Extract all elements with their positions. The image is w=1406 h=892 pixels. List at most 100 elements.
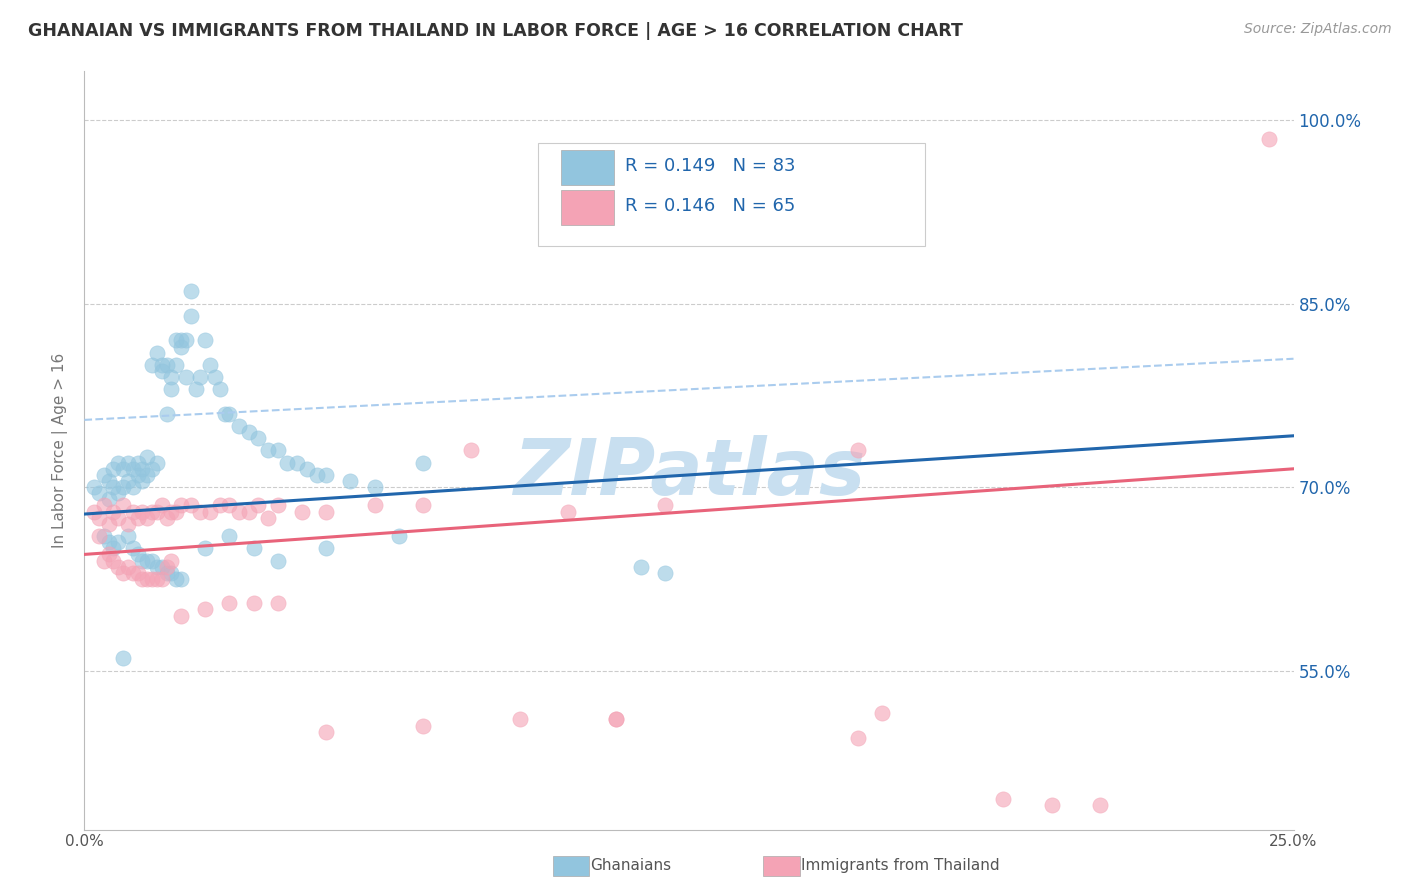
Point xyxy=(112,462,135,476)
Point xyxy=(247,499,270,513)
Point xyxy=(238,505,260,519)
Point xyxy=(160,370,183,384)
Point xyxy=(146,572,169,586)
Point xyxy=(87,486,110,500)
Point xyxy=(155,559,177,574)
Text: GHANAIAN VS IMMIGRANTS FROM THAILAND IN LABOR FORCE | AGE > 16 CORRELATION CHART: GHANAIAN VS IMMIGRANTS FROM THAILAND IN … xyxy=(28,22,963,40)
Point xyxy=(170,572,193,586)
Point xyxy=(315,724,337,739)
Point xyxy=(146,505,169,519)
Point xyxy=(131,462,153,476)
Point xyxy=(107,559,129,574)
Point xyxy=(218,596,240,610)
Point xyxy=(165,334,187,348)
Point xyxy=(218,499,240,513)
Point xyxy=(155,407,177,421)
Point xyxy=(257,510,280,524)
Point xyxy=(141,358,163,372)
Point xyxy=(160,505,183,519)
Point xyxy=(160,382,183,396)
Point xyxy=(146,456,169,470)
Point xyxy=(103,541,125,556)
Point xyxy=(1088,798,1111,813)
Point xyxy=(388,529,411,543)
Point xyxy=(112,499,135,513)
Point xyxy=(208,499,231,513)
Point xyxy=(242,596,264,610)
Point xyxy=(141,505,163,519)
Point xyxy=(174,334,197,348)
Point xyxy=(141,553,163,567)
Point xyxy=(87,529,110,543)
Point xyxy=(204,370,226,384)
Point xyxy=(363,499,385,513)
Point xyxy=(103,462,125,476)
Point xyxy=(208,382,231,396)
Point xyxy=(605,713,627,727)
Point xyxy=(117,516,139,531)
Point xyxy=(127,467,149,482)
Text: ZIPatlas: ZIPatlas xyxy=(513,435,865,511)
Text: Ghanaians: Ghanaians xyxy=(591,858,672,872)
Point xyxy=(150,364,173,378)
Point xyxy=(107,486,129,500)
Point xyxy=(107,510,129,524)
Point xyxy=(190,370,212,384)
Point xyxy=(993,792,1015,806)
Point xyxy=(150,572,173,586)
Point xyxy=(228,505,250,519)
Point xyxy=(127,456,149,470)
Point xyxy=(93,529,115,543)
Point xyxy=(654,566,676,580)
Point xyxy=(150,358,173,372)
Point xyxy=(194,334,217,348)
Point xyxy=(267,553,290,567)
Point xyxy=(136,450,159,464)
Point xyxy=(291,505,314,519)
Point xyxy=(242,541,264,556)
Point xyxy=(412,456,434,470)
Point xyxy=(141,572,163,586)
Point xyxy=(127,566,149,580)
Point xyxy=(121,541,143,556)
Point xyxy=(267,443,290,458)
Point xyxy=(180,309,202,323)
Point xyxy=(97,535,120,549)
Point xyxy=(1040,798,1063,813)
Point xyxy=(170,339,193,353)
Point xyxy=(180,285,202,299)
Point xyxy=(267,499,290,513)
Point xyxy=(605,713,627,727)
Point xyxy=(509,713,531,727)
Point xyxy=(198,358,221,372)
Point xyxy=(103,553,125,567)
Point xyxy=(107,535,129,549)
Point xyxy=(315,505,337,519)
Point xyxy=(339,474,361,488)
Point xyxy=(218,529,240,543)
Y-axis label: In Labor Force | Age > 16: In Labor Force | Age > 16 xyxy=(52,353,69,548)
Point xyxy=(97,492,120,507)
Point xyxy=(155,510,177,524)
Point xyxy=(87,510,110,524)
Point xyxy=(93,499,115,513)
Point xyxy=(155,566,177,580)
Point xyxy=(136,467,159,482)
Text: Immigrants from Thailand: Immigrants from Thailand xyxy=(801,858,1000,872)
Point xyxy=(141,462,163,476)
Point xyxy=(117,474,139,488)
Point xyxy=(557,505,579,519)
Point xyxy=(295,462,318,476)
Point xyxy=(315,467,337,482)
Point xyxy=(131,474,153,488)
FancyBboxPatch shape xyxy=(561,190,614,226)
Point xyxy=(160,553,183,567)
Point xyxy=(1258,131,1281,145)
Point xyxy=(150,559,173,574)
Point xyxy=(146,345,169,359)
Point xyxy=(127,510,149,524)
Point xyxy=(630,559,652,574)
Point xyxy=(112,566,135,580)
Point xyxy=(127,548,149,562)
Point xyxy=(97,516,120,531)
